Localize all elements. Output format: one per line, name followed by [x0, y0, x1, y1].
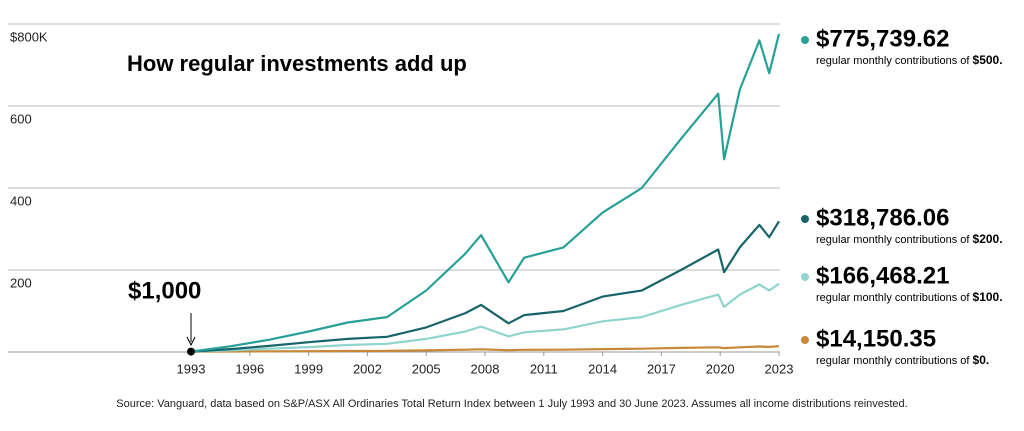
x-tick-label: 2005 [412, 361, 441, 376]
legend-dot [801, 36, 809, 44]
end-value-label: $775,739.62 [816, 25, 949, 52]
series-line [190, 33, 781, 353]
x-tick-label: 1993 [177, 361, 206, 376]
series-line [190, 345, 780, 353]
x-tick-label: 1999 [294, 361, 323, 376]
legend-name: $200. [973, 232, 1003, 246]
annotation: $1,000 [128, 277, 201, 304]
y-tick-label: 200 [10, 275, 32, 290]
annotation-arrowhead [186, 336, 196, 347]
legend-dot [801, 273, 809, 281]
y-tick-label: 600 [10, 111, 32, 126]
x-tick-label: 2008 [471, 361, 500, 376]
x-tick-label: 2002 [353, 361, 382, 376]
legend-name: $0. [973, 353, 990, 367]
y-tick-label: $800K [10, 29, 48, 44]
x-tick-label: 1996 [235, 361, 264, 376]
legend-entry: regular monthly contributions of $200. [816, 232, 1003, 246]
x-tick-label: 2023 [765, 361, 794, 376]
legend-prefix: regular monthly contributions of [816, 55, 970, 67]
legend-name: $100. [973, 290, 1003, 304]
legend-entry: regular monthly contributions of $100. [816, 290, 1003, 304]
start-point [187, 347, 195, 356]
x-tick-label: 2011 [530, 361, 558, 376]
legend-name: $500. [973, 53, 1003, 67]
series-line [190, 282, 780, 353]
legend-entry: regular monthly contributions of $0. [816, 353, 989, 367]
y-tick-label: 400 [10, 193, 32, 208]
legend-dot [801, 215, 809, 223]
end-value-label: $318,786.06 [816, 204, 949, 231]
legend-prefix: regular monthly contributions of [816, 355, 970, 367]
x-tick-label: 2014 [588, 361, 617, 376]
x-tick-label: 2020 [706, 361, 735, 376]
source-note: Source: Vanguard, data based on S&P/ASX … [116, 398, 907, 410]
legend-dot [801, 336, 809, 344]
legend-prefix: regular monthly contributions of [816, 292, 970, 304]
end-value-label: $166,468.21 [816, 262, 949, 289]
legend-entry: regular monthly contributions of $500. [816, 53, 1003, 67]
legend-prefix: regular monthly contributions of [816, 234, 970, 246]
series-line [190, 220, 780, 353]
chart-title: How regular investments add up [127, 51, 467, 76]
x-tick-label: 2017 [647, 361, 676, 376]
end-value-label: $14,150.35 [816, 325, 936, 352]
